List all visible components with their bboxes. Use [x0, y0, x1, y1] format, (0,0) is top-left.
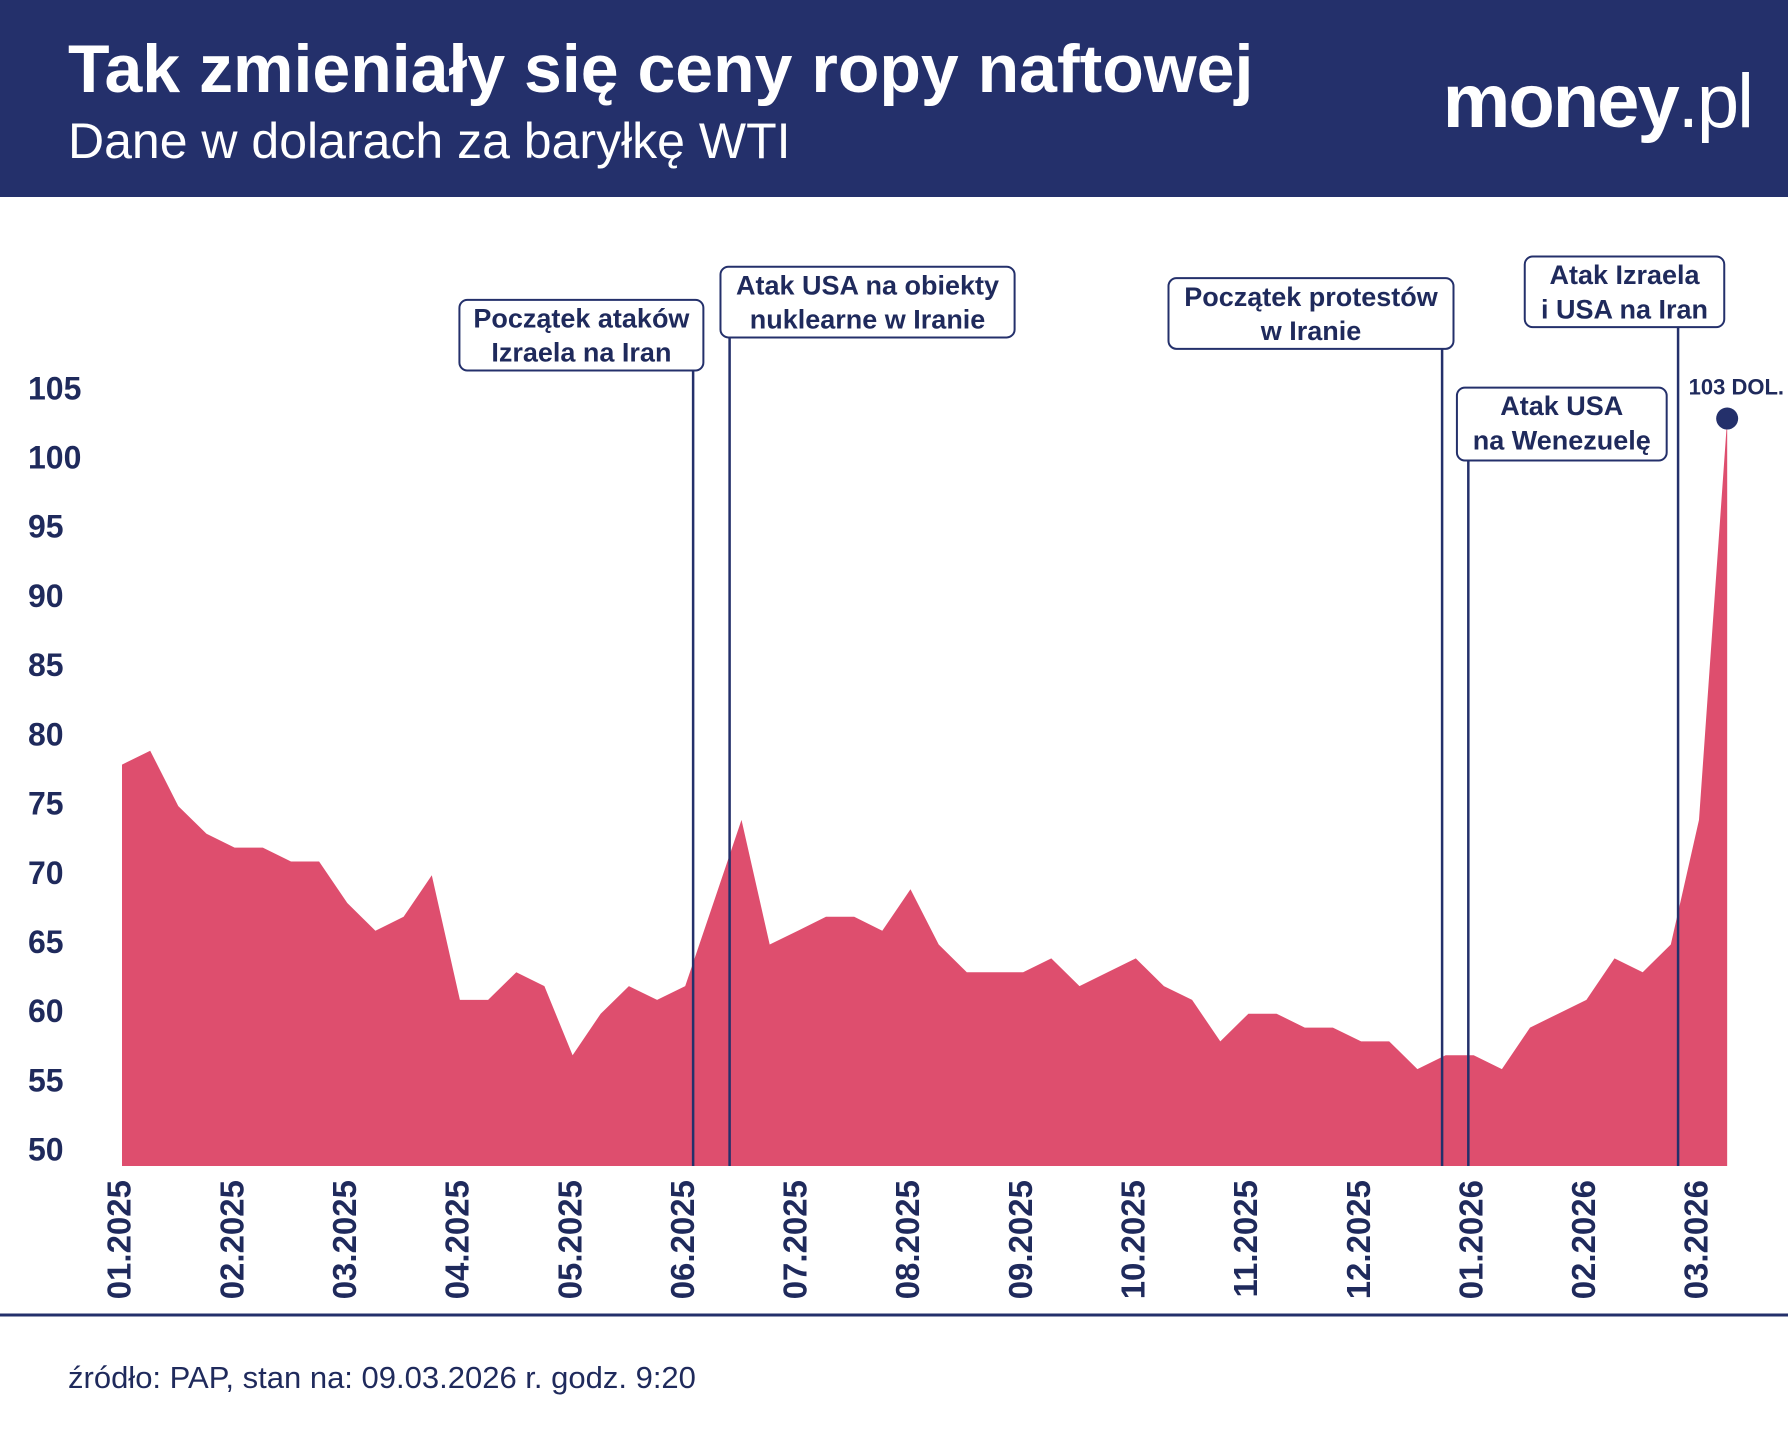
x-tick-label: 04.2025	[439, 1180, 476, 1299]
y-tick-label: 65	[28, 924, 64, 960]
x-tick-label: 11.2025	[1227, 1180, 1264, 1297]
y-tick-label: 90	[28, 578, 64, 614]
title: Tak zmieniały się ceny ropy naftowej	[68, 31, 1254, 107]
header: Tak zmieniały się ceny ropy naftowej Dan…	[0, 0, 1788, 197]
annotation-box	[1167, 277, 1455, 350]
source: źródło: PAP, stan na: 09.03.2026 r. godz…	[68, 1360, 696, 1395]
y-tick-label: 50	[28, 1132, 64, 1168]
end-point	[1716, 407, 1739, 430]
annotation-box	[458, 298, 705, 372]
x-tick-label: 10.2025	[1115, 1180, 1152, 1299]
y-tick-label: 105	[28, 370, 81, 406]
annotation-box	[1523, 255, 1726, 329]
subtitle: Dane w dolarach za baryłkę WTI	[68, 113, 791, 169]
value-label: 103 DOL.	[1689, 374, 1784, 399]
y-tick-label: 85	[28, 647, 64, 683]
annotation-box	[719, 265, 1016, 339]
logo-name: money	[1442, 59, 1680, 144]
y-tick-label: 95	[28, 509, 64, 545]
logo: money.pl	[1442, 58, 1754, 145]
x-tick-label: 02.2025	[213, 1180, 250, 1299]
x-tick-label: 09.2025	[1002, 1180, 1039, 1299]
x-tick-label: 05.2025	[551, 1180, 588, 1299]
annotation-text: Początek protestów	[1184, 282, 1439, 312]
annotation-text: i USA na Iran	[1541, 294, 1708, 324]
annotation-text: Atak USA na obiekty	[736, 270, 999, 300]
y-tick-label: 60	[28, 993, 64, 1029]
annotation-text: Atak Izraela	[1549, 260, 1700, 290]
x-tick-label: 07.2025	[777, 1180, 814, 1299]
y-tick-label: 100	[28, 440, 81, 476]
x-tick-label: 06.2025	[664, 1180, 701, 1299]
x-tick-label: 01.2026	[1452, 1180, 1489, 1299]
y-tick-label: 55	[28, 1062, 64, 1098]
annotation-text: na Wenezuelę	[1473, 425, 1651, 455]
annotation-box	[1455, 386, 1668, 462]
annotation-text: Początek ataków	[473, 303, 690, 333]
x-tick-label: 03.2025	[326, 1180, 363, 1299]
x-tick-label: 01.2025	[101, 1180, 138, 1299]
annotation-text: Atak USA	[1500, 391, 1623, 421]
annotation-text: nuklearne w Iranie	[750, 305, 986, 335]
annotation-text: w Iranie	[1260, 316, 1362, 346]
area	[122, 418, 1728, 1166]
annotation-text: Izraela na Iran	[491, 338, 671, 368]
x-tick-label: 02.2026	[1565, 1180, 1602, 1299]
x-tick-label: 03.2026	[1678, 1180, 1715, 1299]
y-tick-label: 70	[28, 855, 64, 891]
x-tick-label: 12.2025	[1340, 1180, 1377, 1299]
y-tick-label: 75	[28, 786, 64, 822]
x-tick-label: 08.2025	[889, 1180, 926, 1299]
y-tick-label: 80	[28, 716, 64, 752]
logo-domain: .pl	[1677, 59, 1754, 144]
